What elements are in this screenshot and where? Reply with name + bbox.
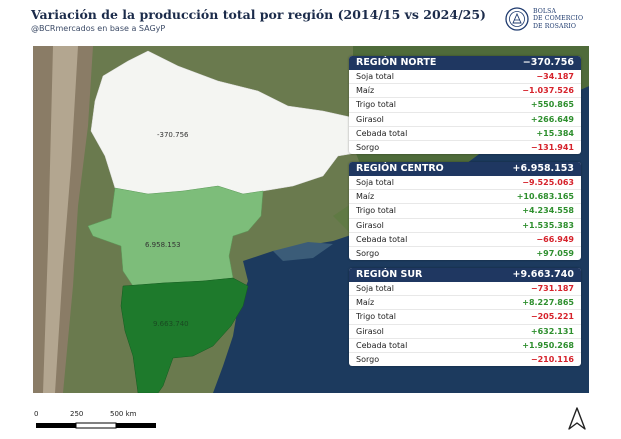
table-row: Cebada total −66.949: [349, 233, 581, 247]
scale-bar: 0 250 500 km: [30, 410, 160, 432]
table-row: Maíz +10.683.165: [349, 190, 581, 205]
region-total: +9.663.740: [512, 269, 574, 280]
region-sur: [120, 277, 249, 393]
table-row: Cebada total +1.950.268: [349, 339, 581, 353]
region-total: +6.958.153: [512, 163, 574, 174]
table-row: Trigo total −205.221: [349, 310, 581, 325]
table-row: Girasol +266.649: [349, 113, 581, 127]
region-sur-value: 9.663.740: [153, 320, 189, 328]
scale-bar-graphic: [36, 422, 156, 429]
page-subtitle: @BCRmercados en base a SAGyP: [31, 24, 166, 33]
page-title: Variación de la producción total por reg…: [31, 7, 486, 22]
table-row: Cebada total +15.384: [349, 127, 581, 141]
region-norte-value: -370.756: [157, 131, 189, 139]
scale-label-0: 0: [34, 410, 39, 418]
table-row: Sorgo −131.941: [356, 142, 574, 152]
region-name: REGIÓN SUR: [356, 269, 423, 280]
bcr-seal-icon: [505, 7, 529, 31]
region-total: −370.756: [522, 57, 574, 68]
table-row: Girasol +1.535.383: [349, 219, 581, 233]
region-centro-value: 6.958.153: [145, 241, 181, 249]
table-row: Soja total −9.525.063: [349, 176, 581, 191]
region-name: REGIÓN CENTRO: [356, 163, 444, 174]
scale-label-500: 500 km: [110, 410, 137, 418]
table-row: Maíz −1.037.526: [349, 84, 581, 99]
panel-header: REGIÓN NORTE −370.756: [349, 56, 581, 70]
panel-region-centro: REGIÓN CENTRO +6.958.153 Soja total −9.52…: [349, 162, 581, 261]
table-row: Girasol +632.131: [349, 325, 581, 339]
logo-text: BOLSA DE COMERCIO DE ROSARIO: [533, 8, 584, 30]
table-row: Sorgo −210.116: [356, 354, 574, 364]
bcr-logo: BOLSA DE COMERCIO DE ROSARIO: [505, 6, 595, 34]
panel-region-norte: REGIÓN NORTE −370.756 Soja total −34.187 …: [349, 56, 581, 155]
region-norte: [90, 50, 384, 195]
table-row: Trigo total +4.234.558: [349, 204, 581, 219]
table-row: Trigo total +550.865: [349, 98, 581, 113]
north-arrow-icon: [568, 407, 586, 430]
table-row: Soja total −731.187: [349, 282, 581, 297]
panel-header: REGIÓN CENTRO +6.958.153: [349, 162, 581, 176]
table-row: Soja total −34.187: [349, 70, 581, 85]
panel-region-sur: REGIÓN SUR +9.663.740 Soja total −731.187…: [349, 268, 581, 367]
table-row: Maíz +8.227.865: [349, 296, 581, 311]
panel-header: REGIÓN SUR +9.663.740: [349, 268, 581, 282]
table-row: Sorgo +97.059: [356, 248, 574, 258]
region-centro: [87, 185, 264, 287]
region-name: REGIÓN NORTE: [356, 57, 437, 68]
scale-label-250: 250: [70, 410, 84, 418]
